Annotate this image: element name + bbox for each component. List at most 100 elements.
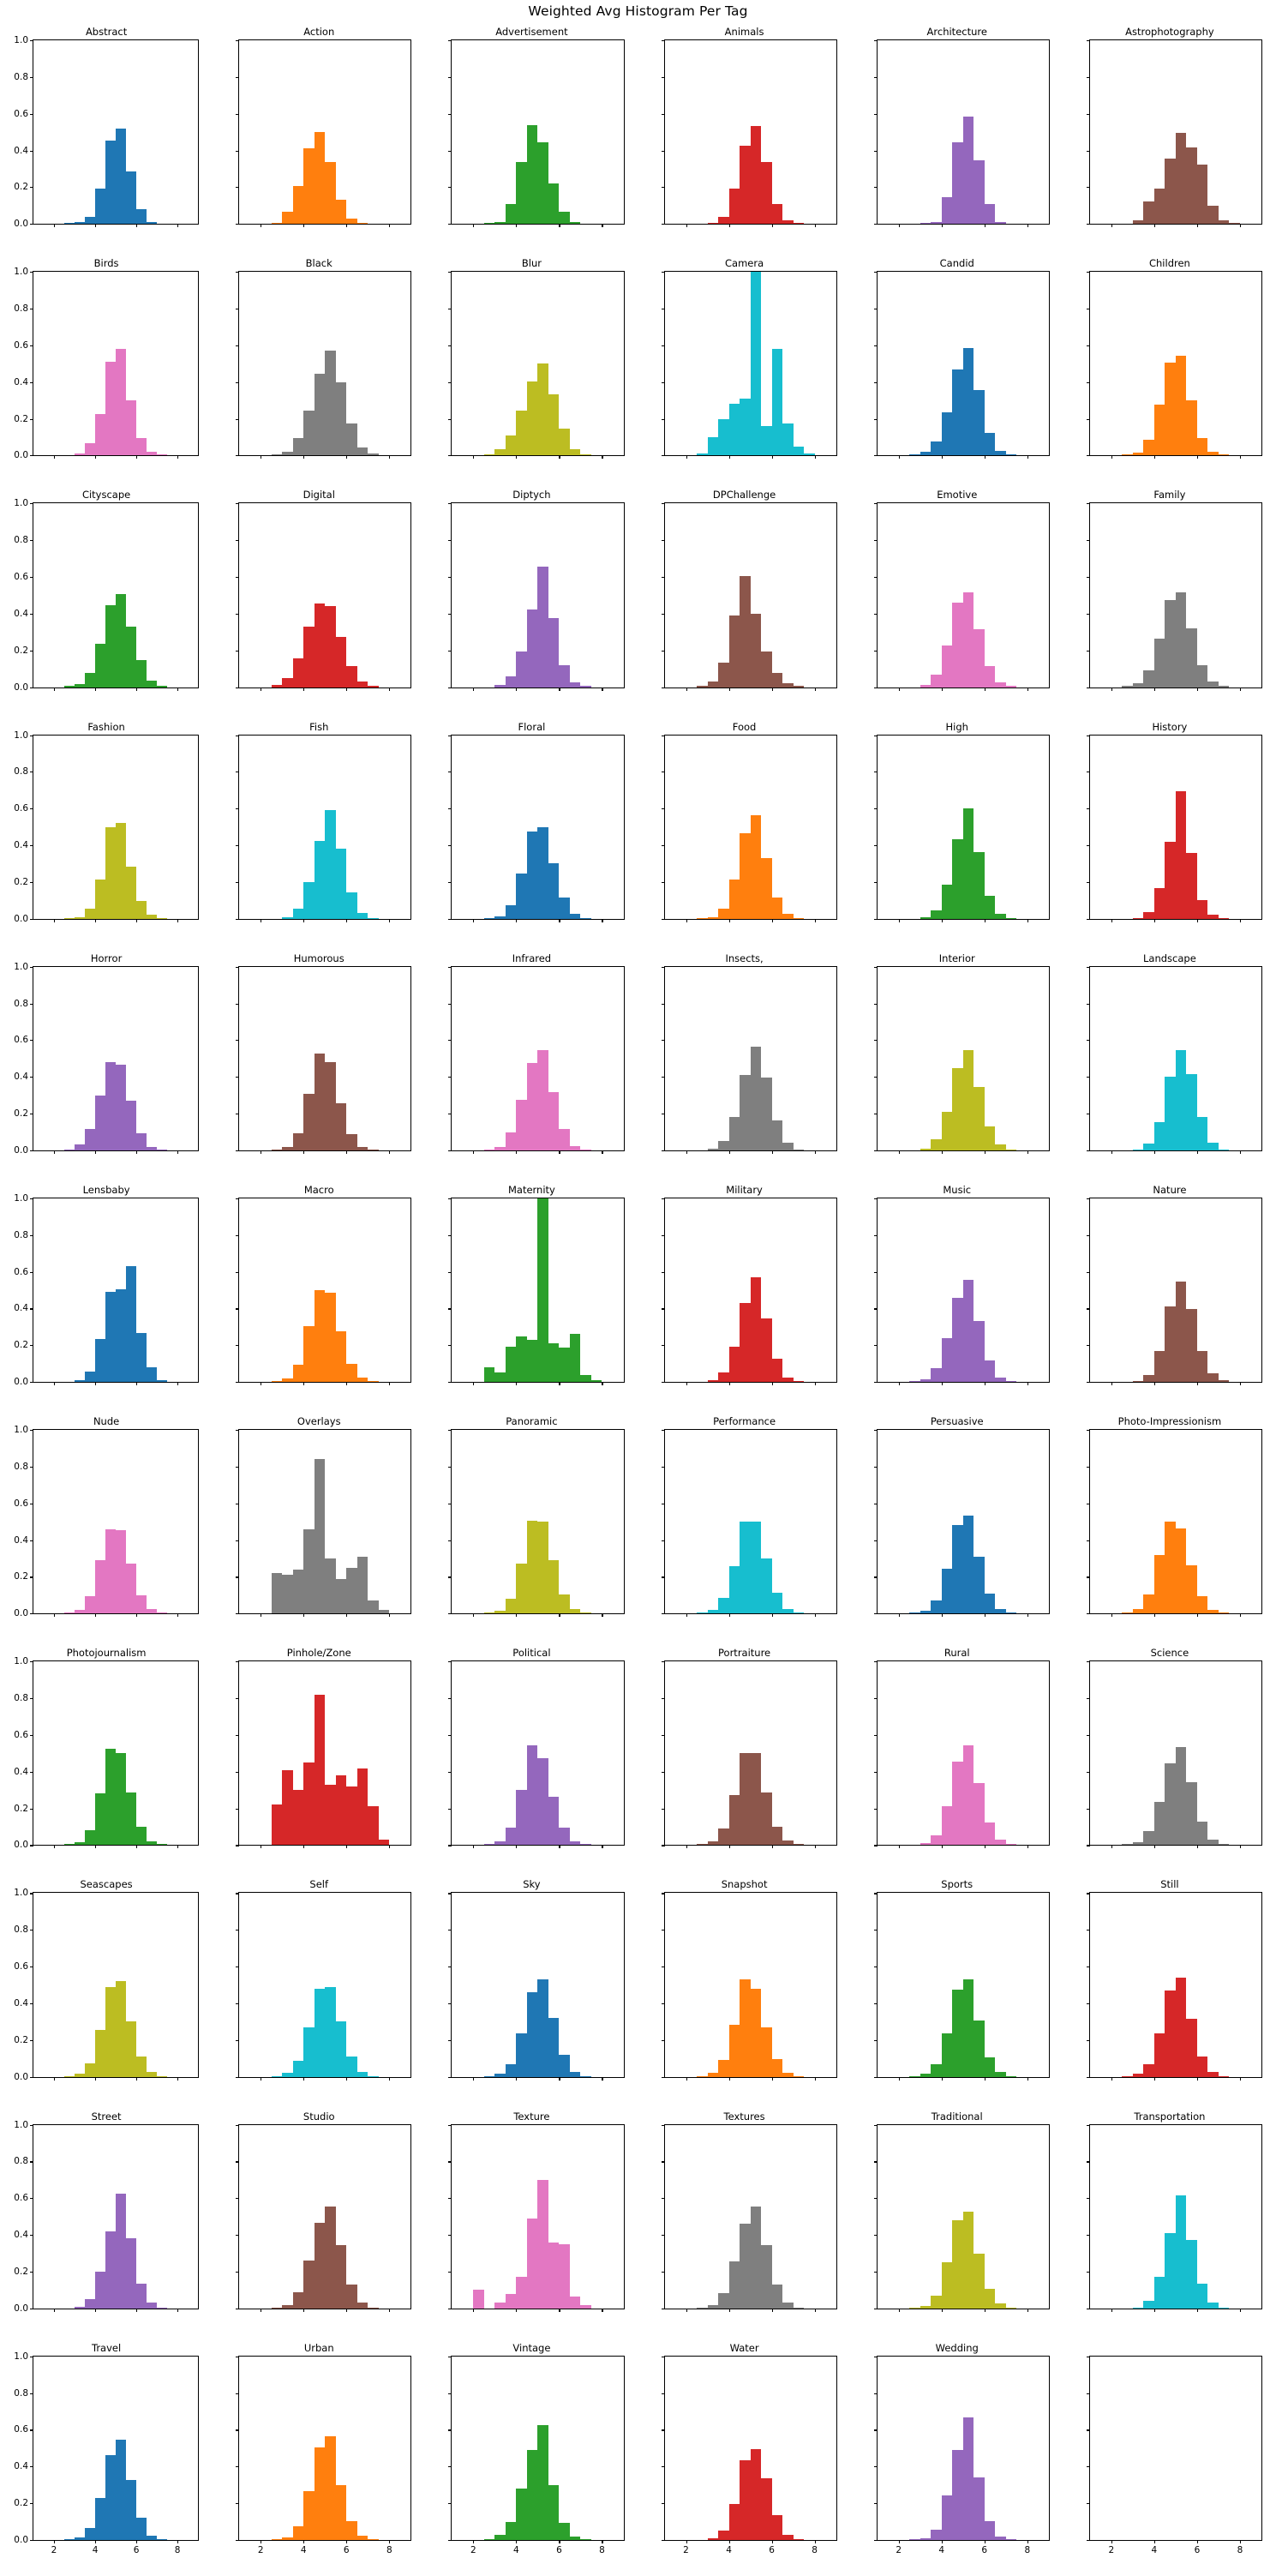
- plot-area: [1090, 503, 1261, 688]
- histogram-bar: [494, 2534, 506, 2540]
- y-tick-mark: [661, 808, 665, 810]
- histogram-bar: [973, 1556, 985, 1614]
- histogram-bar: [559, 2054, 570, 2077]
- y-tick-mark: [236, 503, 240, 505]
- histogram-bar: [95, 1095, 106, 1150]
- y-tick-mark: [873, 1430, 878, 1432]
- histogram-bar: [356, 2303, 368, 2309]
- x-tick-mark: [473, 1845, 475, 1849]
- histogram-bar: [75, 2074, 86, 2077]
- x-tick-mark: [559, 1150, 560, 1154]
- x-tick-mark: [941, 687, 943, 691]
- x-tick-mark: [54, 224, 56, 228]
- histogram-bars: [1090, 1198, 1261, 1383]
- histogram-bar: [984, 203, 996, 225]
- histogram-bar: [126, 1266, 137, 1383]
- x-tick-mark: [559, 224, 560, 228]
- histogram-bar: [537, 141, 548, 225]
- axes-frame: [448, 2123, 625, 2312]
- subplot-title: Camera: [725, 257, 764, 270]
- plot-area: [33, 1893, 198, 2077]
- y-tick-mark: [661, 1771, 665, 1773]
- histogram-bar: [1153, 1554, 1165, 1614]
- subplot-title: Diptych: [512, 489, 551, 501]
- y-tick-mark: [236, 808, 240, 810]
- y-tick-mark: [448, 1077, 452, 1078]
- histogram-bars: [239, 2357, 410, 2540]
- histogram-bar: [494, 1146, 506, 1150]
- histogram-bar: [590, 1379, 602, 1383]
- histogram-bar: [85, 673, 96, 688]
- axes-frame: 0.0 0.2 0.4 0.6 0.8 1.0: [14, 2120, 200, 2313]
- histogram-bar: [718, 1828, 729, 1846]
- histogram-bar: [116, 2193, 127, 2309]
- histogram-bar: [580, 2075, 591, 2077]
- histogram-bar: [282, 916, 293, 919]
- y-tick-mark: [236, 76, 240, 78]
- histogram-bar: [314, 1290, 326, 1383]
- plot-area: [452, 1430, 623, 1614]
- subplot-title: Overlays: [297, 1415, 341, 1428]
- histogram-bar: [368, 1381, 379, 1383]
- x-tick-mark: [771, 687, 773, 691]
- histogram-bar: [1196, 438, 1208, 456]
- histogram-bars: [239, 1661, 410, 1846]
- y-tick-mark: [1086, 1040, 1090, 1042]
- subplot-humorous: Humorous: [213, 951, 425, 1182]
- y-tick-mark: [30, 577, 33, 579]
- x-tick-mark: [54, 1613, 56, 1618]
- histogram-bar: [126, 866, 137, 919]
- histogram-bars: [452, 1198, 623, 1383]
- histogram-bar: [356, 682, 368, 688]
- histogram-bar: [962, 1979, 974, 2077]
- y-tick-mark: [448, 2271, 452, 2273]
- histogram-bar: [1132, 219, 1144, 225]
- x-tick-mark: [814, 1382, 816, 1386]
- histogram-bar: [85, 1372, 96, 1383]
- x-tick-mark: [686, 1845, 687, 1849]
- histogram-bar: [1175, 592, 1187, 688]
- x-tick-mark: [941, 224, 943, 228]
- histogram-bar: [973, 629, 985, 688]
- y-tick-mark: [873, 1234, 878, 1236]
- histogram-bar: [314, 374, 326, 456]
- histogram-bar: [952, 1297, 963, 1383]
- y-tick-mark: [661, 613, 665, 615]
- subplot-sports: Sports: [851, 1876, 1063, 2108]
- histogram-bar: [1207, 1609, 1219, 1614]
- histogram-bar: [1005, 1381, 1017, 1383]
- x-tick-mark: [771, 224, 773, 228]
- y-tick-mark: [448, 1234, 452, 1236]
- subplot-portraiture: Portraiture: [638, 1645, 851, 1876]
- histogram-bar: [941, 1568, 953, 1614]
- y-tick-mark: [30, 1430, 33, 1432]
- plot-area: [878, 2357, 1049, 2540]
- subplot-title: Travel: [91, 2341, 122, 2354]
- histogram-bar: [941, 1111, 953, 1150]
- y-tick-mark: [236, 2076, 240, 2078]
- histogram-bar: [1218, 2075, 1230, 2077]
- y-tick-mark: [661, 1540, 665, 1541]
- histogram-bar: [973, 2253, 985, 2309]
- histogram-bars: [452, 503, 623, 688]
- subplot-title: Portraiture: [718, 1647, 771, 1660]
- histogram-bar: [973, 390, 985, 456]
- y-tick-mark: [873, 1271, 878, 1273]
- y-tick-mark: [236, 1003, 240, 1005]
- axes-frame: 0.0 0.2 0.4 0.6 0.8 1.0: [14, 267, 200, 460]
- histogram-bar: [75, 453, 86, 456]
- x-tick-mark: [898, 455, 900, 459]
- axes-frame: [448, 734, 625, 922]
- y-tick-mark: [661, 966, 665, 968]
- subplot-political: Political: [425, 1645, 638, 1876]
- histogram-bar: [136, 660, 147, 688]
- histogram-bars: [452, 272, 623, 456]
- y-tick-mark: [661, 2198, 665, 2200]
- x-tick-mark: [136, 455, 138, 459]
- y-tick-mark: [30, 918, 33, 920]
- histogram-bar: [728, 1347, 740, 1383]
- histogram-bar: [85, 908, 96, 919]
- histogram-bar: [1196, 1350, 1208, 1383]
- histogram-bar: [95, 1338, 106, 1383]
